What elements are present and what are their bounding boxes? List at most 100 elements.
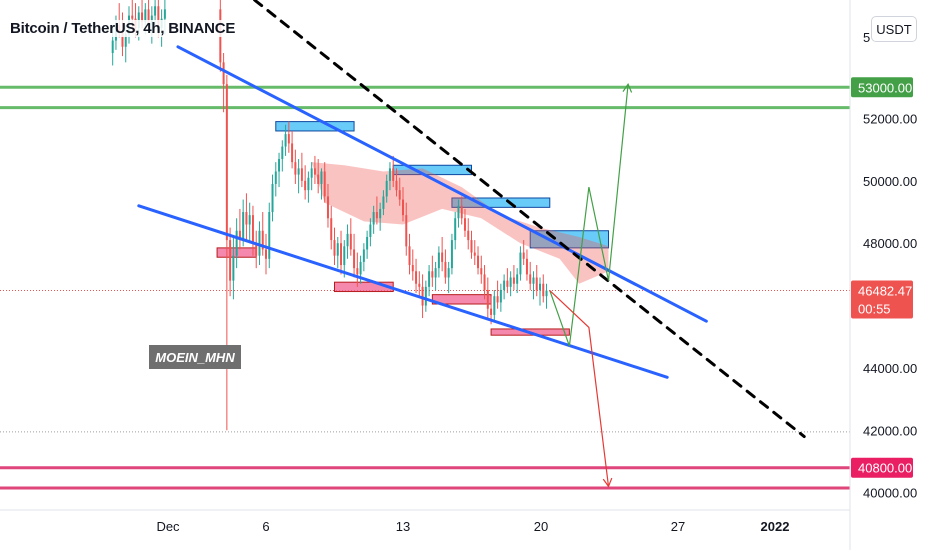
candle[interactable] bbox=[463, 208, 466, 237]
resistance-zone-2[interactable] bbox=[451, 197, 551, 208]
candle[interactable] bbox=[284, 124, 287, 156]
scenario-path-0[interactable] bbox=[549, 84, 629, 347]
candle[interactable] bbox=[222, 53, 225, 113]
candle[interactable] bbox=[362, 243, 365, 272]
candle[interactable] bbox=[369, 218, 372, 247]
candle[interactable] bbox=[506, 268, 509, 294]
candle[interactable] bbox=[493, 289, 496, 322]
candle[interactable] bbox=[434, 261, 437, 290]
candle[interactable] bbox=[268, 202, 271, 269]
plot-background[interactable] bbox=[0, 0, 850, 510]
candle[interactable] bbox=[372, 205, 375, 234]
candle[interactable] bbox=[516, 268, 519, 294]
resistance-zone-0[interactable] bbox=[275, 121, 355, 132]
candle[interactable] bbox=[486, 277, 489, 319]
trendline-0[interactable] bbox=[176, 45, 708, 323]
trendline-1[interactable] bbox=[137, 204, 669, 379]
candle[interactable] bbox=[450, 233, 453, 275]
scenario-path-1[interactable] bbox=[549, 290, 610, 487]
candle[interactable] bbox=[304, 165, 307, 200]
candle[interactable] bbox=[258, 221, 261, 266]
candle[interactable] bbox=[271, 174, 274, 222]
candle[interactable] bbox=[480, 255, 483, 284]
trendline-2[interactable] bbox=[253, 0, 806, 439]
candle[interactable] bbox=[382, 190, 385, 216]
candle[interactable] bbox=[317, 159, 320, 194]
candle[interactable] bbox=[460, 196, 463, 225]
candle[interactable] bbox=[229, 227, 232, 297]
candle[interactable] bbox=[496, 280, 499, 309]
candle[interactable] bbox=[415, 258, 418, 294]
candle[interactable] bbox=[294, 149, 297, 184]
candle[interactable] bbox=[424, 280, 427, 312]
candle[interactable] bbox=[388, 162, 391, 191]
candle[interactable] bbox=[248, 202, 251, 244]
candle[interactable] bbox=[297, 159, 300, 194]
candle[interactable] bbox=[349, 218, 352, 256]
candle[interactable] bbox=[473, 240, 476, 266]
candle[interactable] bbox=[336, 236, 339, 269]
candle[interactable] bbox=[307, 171, 310, 203]
candle[interactable] bbox=[281, 140, 284, 172]
candle[interactable] bbox=[340, 230, 343, 275]
candle[interactable] bbox=[529, 261, 532, 290]
candle[interactable] bbox=[278, 152, 281, 188]
candle[interactable] bbox=[392, 155, 395, 188]
candle[interactable] bbox=[454, 212, 457, 250]
candle[interactable] bbox=[470, 230, 473, 259]
candle[interactable] bbox=[542, 274, 545, 303]
candle[interactable] bbox=[326, 183, 329, 228]
candle[interactable] bbox=[405, 202, 408, 256]
candle[interactable] bbox=[235, 218, 238, 269]
candle[interactable] bbox=[522, 240, 525, 266]
candle[interactable] bbox=[418, 271, 421, 297]
candle[interactable] bbox=[225, 74, 228, 431]
candle[interactable] bbox=[437, 246, 440, 278]
candle[interactable] bbox=[509, 271, 512, 297]
candle[interactable] bbox=[385, 174, 388, 203]
candle[interactable] bbox=[356, 252, 359, 287]
candle[interactable] bbox=[431, 255, 434, 287]
candle[interactable] bbox=[444, 249, 447, 284]
candle[interactable] bbox=[320, 168, 323, 200]
candle[interactable] bbox=[395, 168, 398, 197]
candle[interactable] bbox=[379, 202, 382, 231]
candle[interactable] bbox=[313, 155, 316, 184]
candle[interactable] bbox=[375, 196, 378, 225]
candle[interactable] bbox=[532, 271, 535, 300]
candle[interactable] bbox=[467, 218, 470, 250]
candle[interactable] bbox=[333, 227, 336, 266]
currency-button[interactable]: USDT bbox=[871, 16, 917, 42]
candle[interactable] bbox=[232, 236, 235, 300]
candle[interactable] bbox=[499, 283, 502, 312]
candle[interactable] bbox=[421, 274, 424, 319]
candle[interactable] bbox=[353, 233, 356, 278]
candle[interactable] bbox=[261, 212, 264, 256]
candle[interactable] bbox=[238, 208, 241, 250]
candle[interactable] bbox=[245, 193, 248, 241]
candle[interactable] bbox=[512, 265, 515, 290]
candle[interactable] bbox=[411, 249, 414, 281]
candle[interactable] bbox=[525, 249, 528, 281]
candle[interactable] bbox=[255, 230, 258, 269]
candle[interactable] bbox=[441, 236, 444, 272]
candle[interactable] bbox=[477, 246, 480, 275]
candle[interactable] bbox=[310, 162, 313, 191]
candle[interactable] bbox=[291, 130, 294, 169]
candle[interactable] bbox=[535, 265, 538, 297]
candle[interactable] bbox=[330, 205, 333, 250]
price-axis[interactable]: 52000.00 50000.00 48000.00 44000.00 42000.00… bbox=[863, 30, 917, 501]
candle[interactable] bbox=[287, 121, 290, 153]
candle[interactable] bbox=[483, 265, 486, 300]
candle[interactable] bbox=[402, 187, 404, 222]
candle[interactable] bbox=[346, 224, 349, 259]
candle[interactable] bbox=[539, 277, 541, 306]
candle[interactable] bbox=[251, 205, 254, 256]
candle[interactable] bbox=[408, 233, 411, 275]
candle[interactable] bbox=[519, 246, 522, 281]
candle[interactable] bbox=[265, 233, 267, 275]
candle[interactable] bbox=[545, 283, 548, 309]
candle[interactable] bbox=[428, 265, 431, 297]
candle[interactable] bbox=[274, 162, 277, 197]
